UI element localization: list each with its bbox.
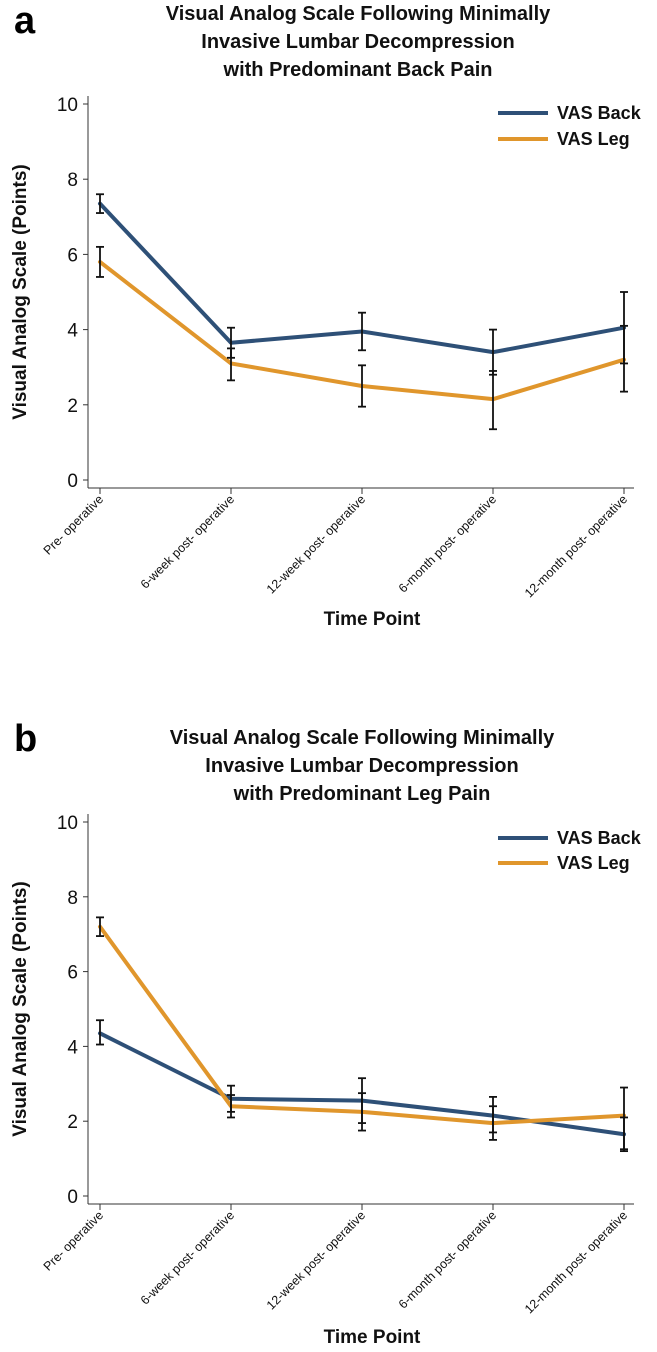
chart-panel-b: b Visual Analog Scale Following Minimall…	[0, 676, 657, 1352]
chart-title-line: Invasive Lumbar Decompression	[205, 755, 518, 777]
x-tick-label: 6-month post- operative	[396, 492, 499, 595]
x-tick-label: Pre- operative	[41, 1208, 106, 1273]
x-axis-title: Time Point	[324, 1327, 421, 1348]
chart-title-line: Invasive Lumbar Decompression	[201, 31, 514, 53]
x-tick-label: 6-month post- operative	[396, 1208, 499, 1311]
legend-label-vas-back: VAS Back	[557, 828, 642, 848]
chart-panel-a: a Visual Analog Scale Following Minimall…	[10, 0, 642, 630]
legend-label-vas-leg: VAS Leg	[557, 129, 630, 149]
legend-label-vas-back: VAS Back	[557, 103, 642, 123]
chart-title-line: with Predominant Leg Pain	[233, 783, 491, 805]
x-axis-title: Time Point	[324, 609, 421, 630]
y-tick-label: 8	[67, 170, 78, 191]
x-tick-label: 12-week post- operative	[264, 492, 368, 596]
chart-a: Visual Analog Scale Following Minimally I…	[10, 3, 642, 630]
x-tick-label: 6-week post- operative	[138, 492, 237, 591]
y-axis-title: Visual Analog Scale (Points)	[10, 881, 31, 1137]
x-tick-label: 6-week post- operative	[138, 1208, 237, 1307]
legend-label-vas-leg: VAS Leg	[557, 853, 630, 873]
y-tick-label: 2	[67, 396, 78, 417]
y-tick-label: 6	[67, 963, 78, 984]
y-tick-label: 4	[67, 321, 78, 342]
x-tick-label: 12-month post- operative	[522, 492, 630, 600]
y-tick-label: 6	[67, 245, 78, 266]
y-axis-title: Visual Analog Scale (Points)	[10, 164, 31, 420]
y-tick-label: 10	[57, 95, 78, 116]
y-tick-label: 8	[67, 888, 78, 909]
panel-label-b: b	[14, 718, 38, 760]
y-tick-label: 0	[67, 1187, 78, 1208]
y-tick-label: 2	[67, 1112, 78, 1133]
chart-title-line: Visual Analog Scale Following Minimally	[170, 727, 555, 749]
y-tick-label: 10	[57, 813, 78, 834]
y-tick-label: 0	[67, 471, 78, 492]
y-tick-label: 4	[67, 1037, 78, 1058]
panel-label-a: a	[14, 0, 36, 42]
chart-b: Visual Analog Scale Following Minimally I…	[10, 727, 642, 1348]
chart-title-line: with Predominant Back Pain	[223, 59, 493, 81]
x-tick-label: 12-week post- operative	[264, 1208, 368, 1312]
chart-title-line: Visual Analog Scale Following Minimally	[166, 3, 551, 25]
x-tick-label: Pre- operative	[41, 492, 106, 557]
x-tick-label: 12-month post- operative	[522, 1208, 630, 1316]
